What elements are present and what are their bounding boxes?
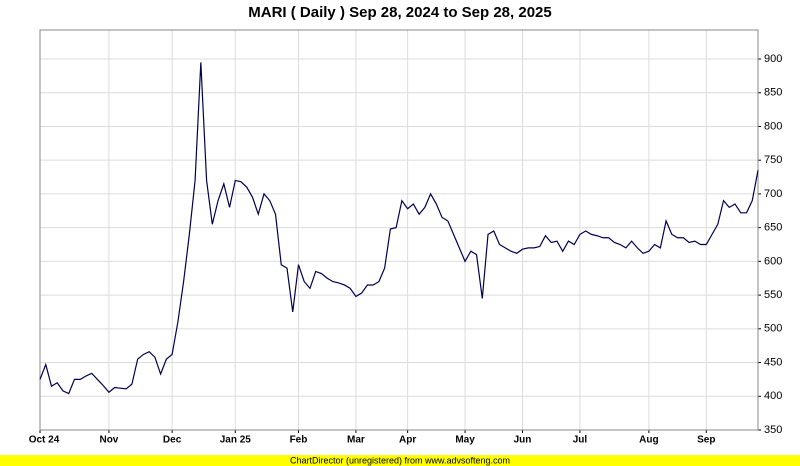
y-tick-label: 500 (764, 323, 782, 335)
y-tick-label: 800 (764, 120, 782, 132)
y-tick-label: 700 (764, 188, 782, 200)
x-tick-label: Dec (163, 435, 182, 446)
footer-bar (0, 455, 800, 466)
x-tick-label: Nov (99, 435, 118, 446)
y-tick-label: 900 (764, 53, 782, 65)
x-tick-label: Jun (514, 435, 532, 446)
x-tick-label: Oct 24 (29, 435, 60, 446)
y-tick-label: 600 (764, 255, 782, 267)
x-tick-label: Jan 25 (220, 435, 252, 446)
x-tick-label: Feb (290, 435, 308, 446)
y-tick-label: 400 (764, 390, 782, 402)
y-tick-label: 450 (764, 356, 782, 368)
x-tick-label: Sep (697, 435, 715, 446)
y-tick-label: 350 (764, 424, 782, 436)
x-tick-label: Mar (347, 435, 365, 446)
x-tick-label: May (455, 435, 475, 446)
x-tick-label: Jul (573, 435, 588, 446)
y-tick-label: 850 (764, 87, 782, 99)
chart-title: MARI ( Daily ) Sep 28, 2024 to Sep 28, 2… (248, 4, 551, 21)
y-tick-label: 550 (764, 289, 782, 301)
plot-border (39, 29, 759, 431)
footer-text: ChartDirector (unregistered) from www.ad… (290, 455, 510, 465)
x-tick-label: Apr (399, 435, 416, 446)
x-tick-label: Aug (639, 435, 658, 446)
plot-area (40, 30, 758, 430)
price-line (39, 62, 759, 395)
y-tick-label: 650 (764, 222, 782, 234)
y-tick-label: 750 (764, 154, 782, 166)
